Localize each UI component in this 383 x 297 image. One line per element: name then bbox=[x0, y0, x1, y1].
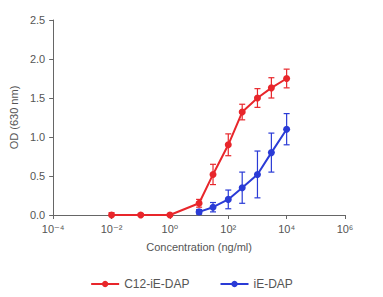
svg-text:10⁻²: 10⁻² bbox=[101, 223, 123, 235]
svg-text:0.5: 0.5 bbox=[30, 170, 45, 182]
svg-text:OD (630 nm): OD (630 nm) bbox=[8, 86, 20, 150]
svg-text:2.0: 2.0 bbox=[30, 53, 45, 65]
svg-text:0.0: 0.0 bbox=[30, 209, 45, 221]
svg-text:C12-iE-DAP: C12-iE-DAP bbox=[124, 277, 189, 291]
svg-text:10⁶: 10⁶ bbox=[337, 223, 354, 235]
svg-text:10⁴: 10⁴ bbox=[278, 223, 295, 235]
svg-text:10⁰: 10⁰ bbox=[162, 223, 179, 235]
svg-text:1.0: 1.0 bbox=[30, 131, 45, 143]
svg-text:Concentration (ng/ml): Concentration (ng/ml) bbox=[146, 241, 252, 253]
svg-text:10²: 10² bbox=[220, 223, 236, 235]
svg-text:1.5: 1.5 bbox=[30, 92, 45, 104]
svg-text:2.5: 2.5 bbox=[30, 14, 45, 26]
svg-text:10⁻⁴: 10⁻⁴ bbox=[42, 223, 65, 235]
svg-text:iE-DAP: iE-DAP bbox=[254, 277, 293, 291]
